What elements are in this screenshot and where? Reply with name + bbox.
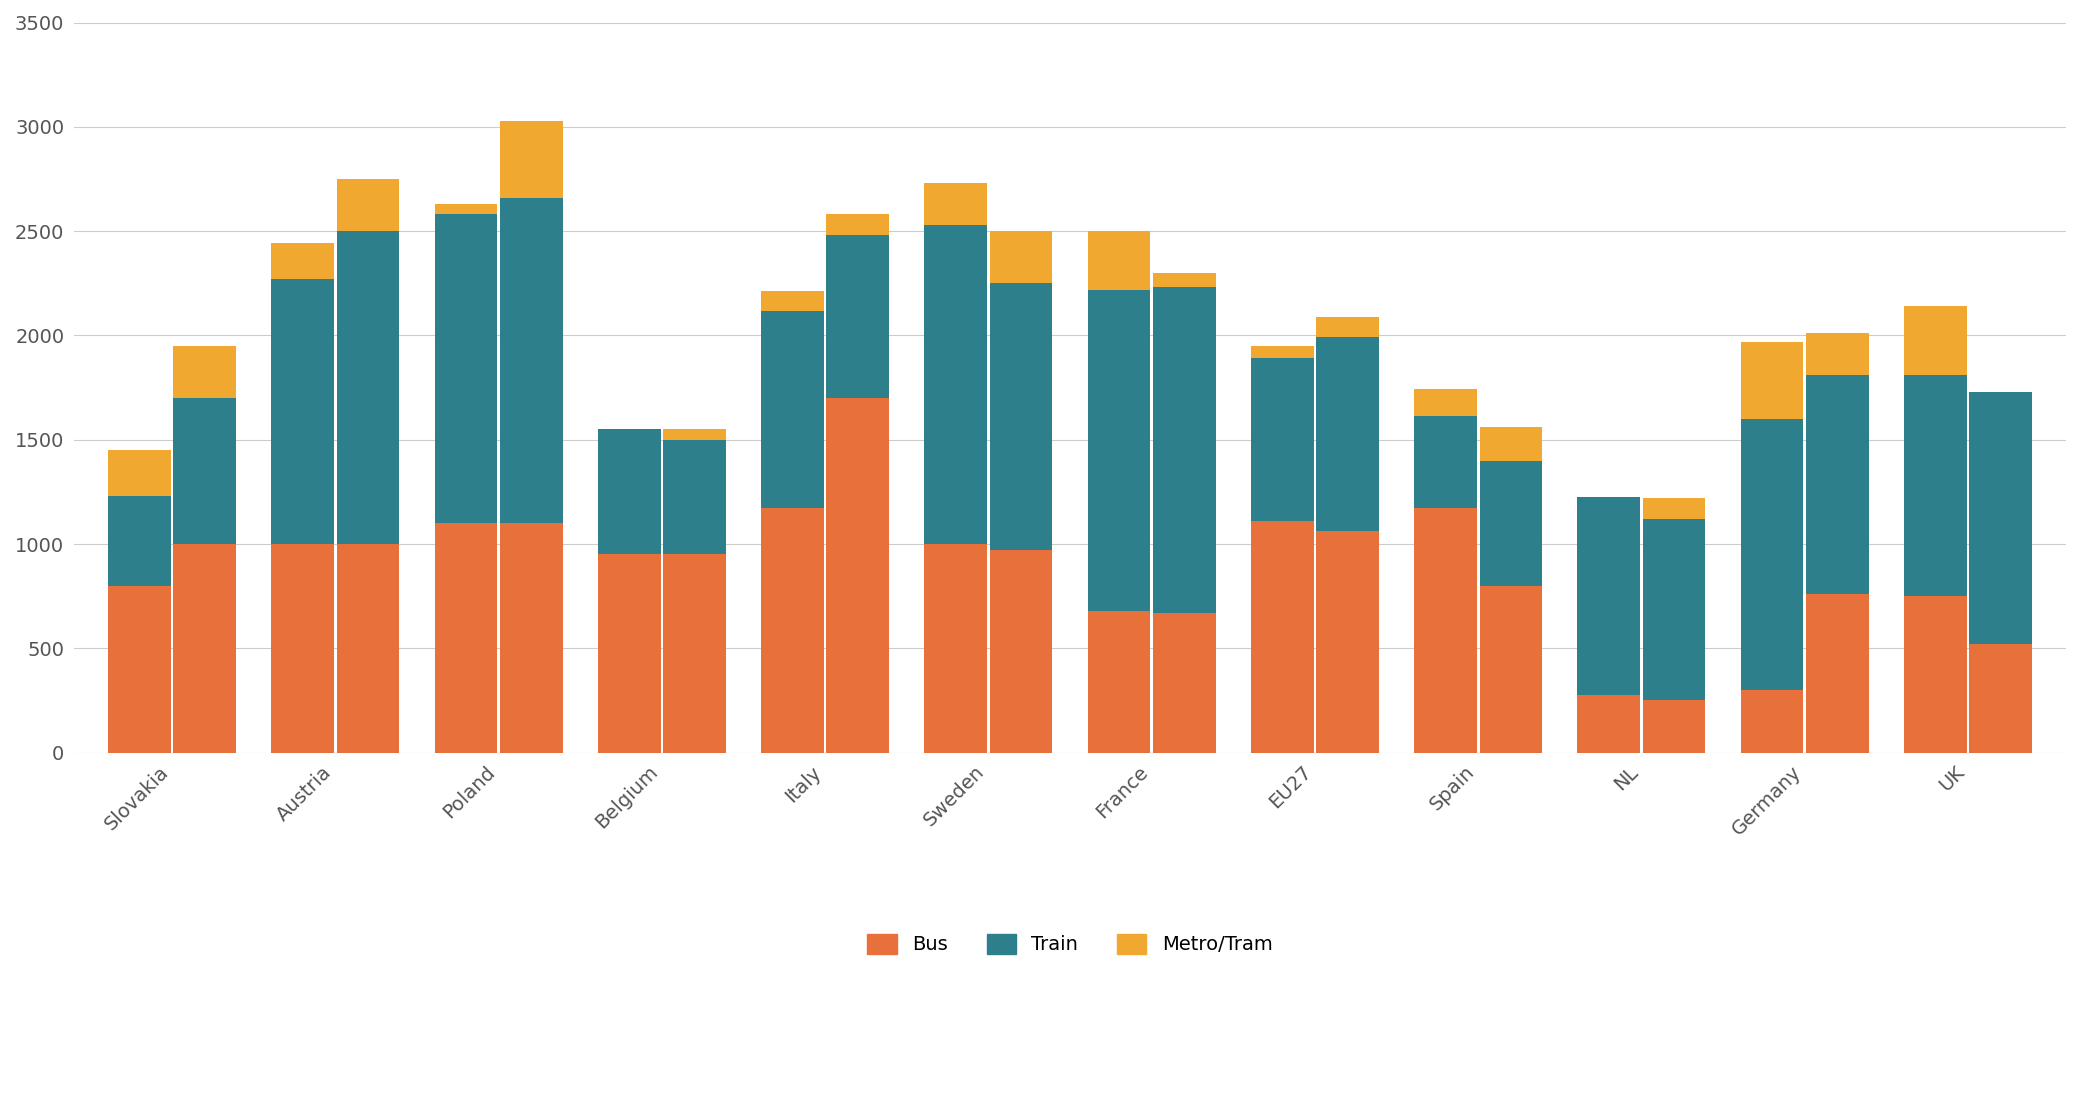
Bar — [499, 121, 562, 198]
Bar — [435, 524, 497, 752]
Bar — [1642, 701, 1706, 752]
Bar — [1251, 345, 1313, 359]
Bar — [1251, 521, 1313, 752]
Bar — [1480, 461, 1542, 585]
Bar — [1153, 287, 1215, 613]
Bar — [826, 398, 889, 752]
Bar — [1088, 289, 1151, 610]
Bar — [1317, 338, 1380, 531]
Bar — [826, 235, 889, 398]
Bar — [1806, 594, 1869, 752]
Bar — [991, 284, 1053, 550]
Bar — [826, 214, 889, 235]
Bar — [762, 311, 824, 507]
Bar — [1904, 306, 1967, 375]
Bar — [1153, 613, 1215, 752]
Bar — [1415, 507, 1478, 752]
Bar — [924, 224, 986, 544]
Bar — [924, 544, 986, 752]
Bar — [762, 290, 824, 311]
Bar — [337, 231, 400, 544]
Legend: Bus, Train, Metro/Tram: Bus, Train, Metro/Tram — [859, 926, 1280, 961]
Bar — [1642, 519, 1706, 701]
Bar — [1904, 596, 1967, 752]
Bar — [991, 550, 1053, 752]
Bar — [1317, 317, 1380, 338]
Bar — [1415, 388, 1478, 416]
Bar — [499, 524, 562, 752]
Bar — [1742, 342, 1804, 419]
Bar — [1806, 333, 1869, 375]
Bar — [664, 429, 726, 440]
Bar — [499, 198, 562, 524]
Bar — [435, 204, 497, 214]
Bar — [435, 214, 497, 524]
Bar — [991, 231, 1053, 284]
Bar — [108, 496, 171, 585]
Bar — [1742, 690, 1804, 752]
Bar — [1088, 231, 1151, 289]
Bar — [924, 183, 986, 224]
Bar — [1806, 375, 1869, 594]
Bar — [1153, 273, 1215, 287]
Bar — [762, 507, 824, 752]
Bar — [1480, 585, 1542, 752]
Bar — [1317, 531, 1380, 752]
Bar — [271, 243, 335, 279]
Bar — [1969, 645, 2031, 752]
Bar — [108, 450, 171, 496]
Bar — [664, 440, 726, 554]
Bar — [1480, 427, 1542, 461]
Bar — [1969, 392, 2031, 645]
Bar — [271, 279, 335, 544]
Bar — [664, 554, 726, 752]
Bar — [108, 585, 171, 752]
Bar — [173, 398, 235, 544]
Bar — [1415, 416, 1478, 507]
Bar — [1642, 498, 1706, 519]
Bar — [173, 345, 235, 398]
Bar — [1742, 419, 1804, 690]
Bar — [597, 554, 660, 752]
Bar — [1088, 610, 1151, 752]
Bar — [337, 179, 400, 231]
Bar — [1904, 375, 1967, 596]
Bar — [1577, 695, 1640, 752]
Bar — [271, 544, 335, 752]
Bar — [173, 544, 235, 752]
Bar — [1251, 359, 1313, 521]
Bar — [1577, 497, 1640, 695]
Bar — [337, 544, 400, 752]
Bar — [597, 429, 660, 554]
